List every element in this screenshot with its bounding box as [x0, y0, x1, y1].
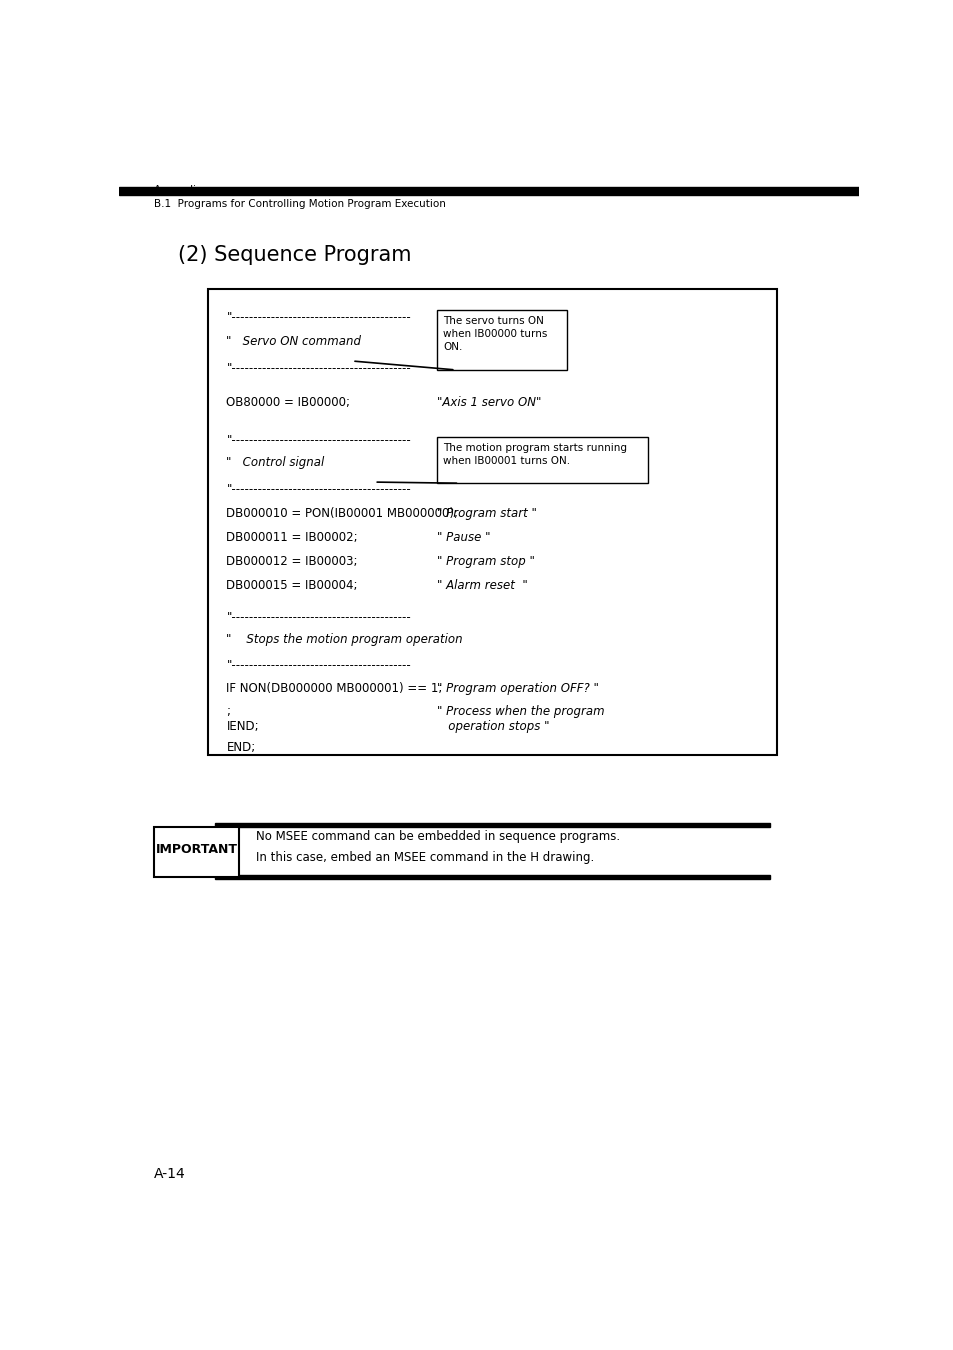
Text: A-14: A-14	[153, 1166, 186, 1181]
Text: DB000015 = IB00004;: DB000015 = IB00004;	[226, 579, 357, 593]
Text: DB000012 = IB00003;: DB000012 = IB00003;	[226, 555, 357, 568]
Text: "   Servo ON command: " Servo ON command	[226, 335, 361, 348]
Text: "-----------------------------------------: "---------------------------------------…	[226, 433, 411, 447]
Text: IF NON(DB000000 MB000001) == 1;: IF NON(DB000000 MB000001) == 1;	[226, 682, 442, 695]
Text: "-----------------------------------------: "---------------------------------------…	[226, 360, 411, 374]
Text: The motion program starts running
when IB00001 turns ON.: The motion program starts running when I…	[442, 443, 626, 466]
Text: " Program stop ": " Program stop "	[436, 555, 535, 568]
Bar	[208, 289, 777, 755]
Text: "Axis 1 servo ON": "Axis 1 servo ON"	[436, 396, 541, 409]
Text: " Alarm reset  ": " Alarm reset "	[436, 579, 527, 593]
Bar	[215, 822, 769, 828]
Bar	[436, 309, 566, 370]
Text: "-----------------------------------------: "---------------------------------------…	[226, 610, 411, 624]
Text: END;: END;	[226, 741, 255, 753]
Text: " Program operation OFF? ": " Program operation OFF? "	[436, 682, 598, 695]
Text: operation stops ": operation stops "	[436, 720, 549, 733]
Bar	[215, 875, 769, 879]
Text: DB000011 = IB00002;: DB000011 = IB00002;	[226, 531, 357, 544]
Bar	[153, 828, 239, 878]
Text: "-----------------------------------------: "---------------------------------------…	[226, 482, 411, 495]
Text: OB80000 = IB00000;: OB80000 = IB00000;	[226, 396, 350, 409]
Text: "   Control signal: " Control signal	[226, 456, 324, 470]
Text: "    Stops the motion program operation: " Stops the motion program operation	[226, 633, 462, 647]
Bar	[436, 437, 647, 483]
Text: Appendices: Appendices	[153, 185, 214, 194]
Text: "-----------------------------------------: "---------------------------------------…	[226, 309, 411, 323]
Text: The servo turns ON
when IB00000 turns
ON.: The servo turns ON when IB00000 turns ON…	[442, 316, 547, 352]
Text: IEND;: IEND;	[226, 720, 259, 733]
Text: (2) Sequence Program: (2) Sequence Program	[178, 246, 412, 265]
Text: " Pause ": " Pause "	[436, 531, 490, 544]
Text: ;: ;	[226, 705, 231, 718]
Text: DB000010 = PON(IB00001 MB000000);: DB000010 = PON(IB00001 MB000000);	[226, 506, 458, 520]
Text: IMPORTANT: IMPORTANT	[155, 842, 237, 856]
Text: "-----------------------------------------: "---------------------------------------…	[226, 657, 411, 671]
Text: " Process when the program: " Process when the program	[436, 705, 604, 718]
Text: B.1  Programs for Controlling Motion Program Execution: B.1 Programs for Controlling Motion Prog…	[153, 200, 445, 209]
Bar	[119, 186, 858, 196]
Text: In this case, embed an MSEE command in the H drawing.: In this case, embed an MSEE command in t…	[255, 852, 594, 864]
Text: " Program start ": " Program start "	[436, 506, 537, 520]
Text: No MSEE command can be embedded in sequence programs.: No MSEE command can be embedded in seque…	[255, 830, 619, 844]
